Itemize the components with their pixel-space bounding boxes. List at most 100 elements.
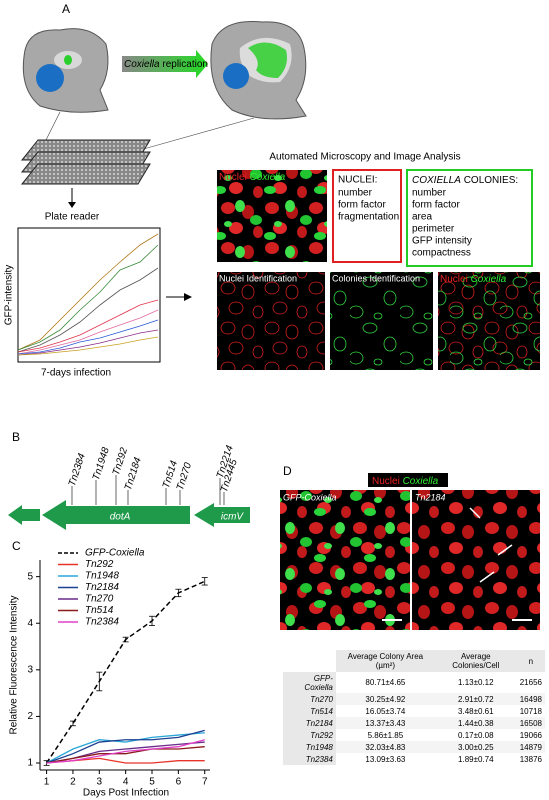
table-cell: 2.91±0.72 bbox=[434, 693, 517, 705]
error-bar bbox=[175, 588, 182, 598]
colonies-box bbox=[406, 169, 533, 267]
table-cell: 16498 bbox=[516, 693, 545, 705]
micrograph-gfp bbox=[280, 490, 410, 630]
table-cell: 3.00±0.25 bbox=[434, 741, 517, 753]
micrograph-gfp bbox=[217, 170, 327, 262]
table-cell: 10718 bbox=[519, 706, 542, 716]
insertion-label: Tn1948 bbox=[91, 446, 112, 482]
insertion-label: Tn2384 bbox=[67, 452, 88, 488]
table-cell: 3.48±0.61 bbox=[458, 706, 494, 716]
plate bbox=[20, 163, 151, 185]
colonies-item: GFP intensity bbox=[412, 236, 472, 247]
arrow bbox=[122, 50, 208, 78]
nuclei-box bbox=[332, 169, 402, 263]
table-row: Tn2384 13.09±3.63 1.89±0.74 13876 bbox=[283, 753, 545, 765]
header-cell: n bbox=[516, 650, 545, 672]
colonies-item: form factor bbox=[412, 200, 460, 211]
colonies-item: perimeter bbox=[412, 224, 455, 235]
nucleus bbox=[36, 64, 64, 92]
coxiella-label: Coxiella bbox=[403, 476, 439, 487]
mini-chart-frame bbox=[17, 227, 161, 363]
table-cell: 0.17±0.08 bbox=[458, 730, 494, 740]
series-line bbox=[45, 580, 206, 764]
error-bar bbox=[122, 636, 129, 643]
host-cell bbox=[22, 28, 109, 113]
corner bbox=[283, 650, 336, 672]
table-cell: 14879 bbox=[516, 741, 545, 753]
header-row: Average Colony Area (µm²) Average Coloni… bbox=[283, 650, 545, 672]
legend-label: Tn292 bbox=[85, 559, 114, 570]
row-label: Tn292 bbox=[283, 729, 336, 741]
row-label: Tn514 bbox=[283, 705, 336, 717]
coxiella-label: Coxiella bbox=[250, 172, 286, 183]
row-label: Tn270 bbox=[283, 693, 336, 705]
table-cell: 13876 bbox=[519, 754, 542, 764]
table-cell: 19066 bbox=[519, 730, 542, 740]
legend-label: Tn2184 bbox=[85, 582, 119, 593]
legend-label: Tn270 bbox=[85, 594, 114, 605]
series-line bbox=[46, 729, 205, 764]
row-label: Tn2184 bbox=[283, 717, 336, 729]
gene-arrow bbox=[8, 505, 40, 525]
table-cell: 13.09±3.63 bbox=[365, 754, 406, 764]
nuclei-item: fragmentation bbox=[338, 212, 399, 223]
arrow-text-italic: Coxiella bbox=[124, 59, 160, 70]
table-cell: 1.13±0.12 bbox=[458, 678, 494, 687]
gene-arrow bbox=[42, 500, 190, 530]
panel-caption: Colonies Identification bbox=[332, 273, 420, 283]
gene-arrow bbox=[194, 503, 250, 527]
table-cell: 13.37±3.43 bbox=[335, 717, 435, 729]
table-cell: 16508 bbox=[516, 717, 545, 729]
legend: Nuclei Coxiella bbox=[372, 476, 439, 487]
legend-label: GFP-Coxiella bbox=[85, 548, 145, 559]
arrow-head bbox=[68, 202, 76, 208]
row-label: GFP-Coxiella bbox=[283, 672, 336, 693]
table-cell: 32.03±4.83 bbox=[335, 741, 435, 753]
bacteria bbox=[248, 42, 287, 78]
series-line bbox=[46, 746, 205, 764]
legend-bg bbox=[368, 473, 448, 487]
table-row: Tn292 5.86±1.85 0.17±0.08 19066 bbox=[283, 729, 545, 741]
x-axis-label: Days Post Infection bbox=[83, 788, 169, 799]
panel-label: A bbox=[62, 2, 70, 16]
arrow-text: Coxiella replication bbox=[124, 59, 208, 70]
header-cell: Average Colonies/Cell bbox=[434, 650, 517, 672]
image-label: Nuclei Coxiella bbox=[440, 274, 507, 285]
nuclei-outlines bbox=[217, 272, 325, 370]
image-label: GFP-Coxiella bbox=[283, 492, 337, 502]
mini-x-label: 7-days infection bbox=[41, 368, 111, 379]
plate-reader-label: Plate reader bbox=[45, 212, 100, 223]
colonies-item: compactness bbox=[412, 248, 471, 259]
table-cell: 21656 bbox=[519, 678, 542, 687]
connector bbox=[139, 117, 255, 151]
panel-label: C bbox=[12, 539, 21, 553]
colonies-item: number bbox=[412, 188, 447, 199]
micrograph-nuclei bbox=[412, 490, 540, 630]
nuclei-label: Nuclei bbox=[440, 274, 468, 285]
header-cell: Average Colony Area (µm²) bbox=[335, 650, 435, 672]
arrows bbox=[469, 507, 513, 583]
analysis-title: Automated Microscopy and Image Analysis bbox=[269, 152, 460, 163]
error-bar bbox=[149, 615, 156, 626]
panel-caption: Nuclei Identification bbox=[219, 273, 297, 283]
colonies-item: area bbox=[412, 212, 432, 223]
arrow-head bbox=[184, 293, 192, 301]
x-tick-label: 1 bbox=[44, 777, 50, 788]
colonies-heading-italic: COXIELLA bbox=[412, 175, 461, 186]
y-tick-label: 1 bbox=[27, 758, 33, 769]
y-tick-label: 4 bbox=[27, 618, 33, 629]
row-label: Tn1948 bbox=[283, 741, 336, 753]
bacteria bbox=[64, 55, 72, 65]
insertion-ticks bbox=[71, 475, 225, 505]
x-tick-label: 6 bbox=[176, 777, 182, 788]
colony-outlines bbox=[330, 272, 433, 370]
series-line bbox=[46, 741, 205, 764]
image-label: Nuclei Coxiella bbox=[219, 172, 286, 183]
mini-y-label: GFP-intensity bbox=[4, 265, 15, 326]
colonies-heading-rest: COLONIES: bbox=[464, 175, 518, 186]
table-row: Tn270 30.25±4.92 2.91±0.72 16498 bbox=[283, 693, 545, 705]
table-cell: 80.71±4.65 bbox=[365, 678, 406, 687]
nuclei-item: form factor bbox=[338, 200, 386, 211]
